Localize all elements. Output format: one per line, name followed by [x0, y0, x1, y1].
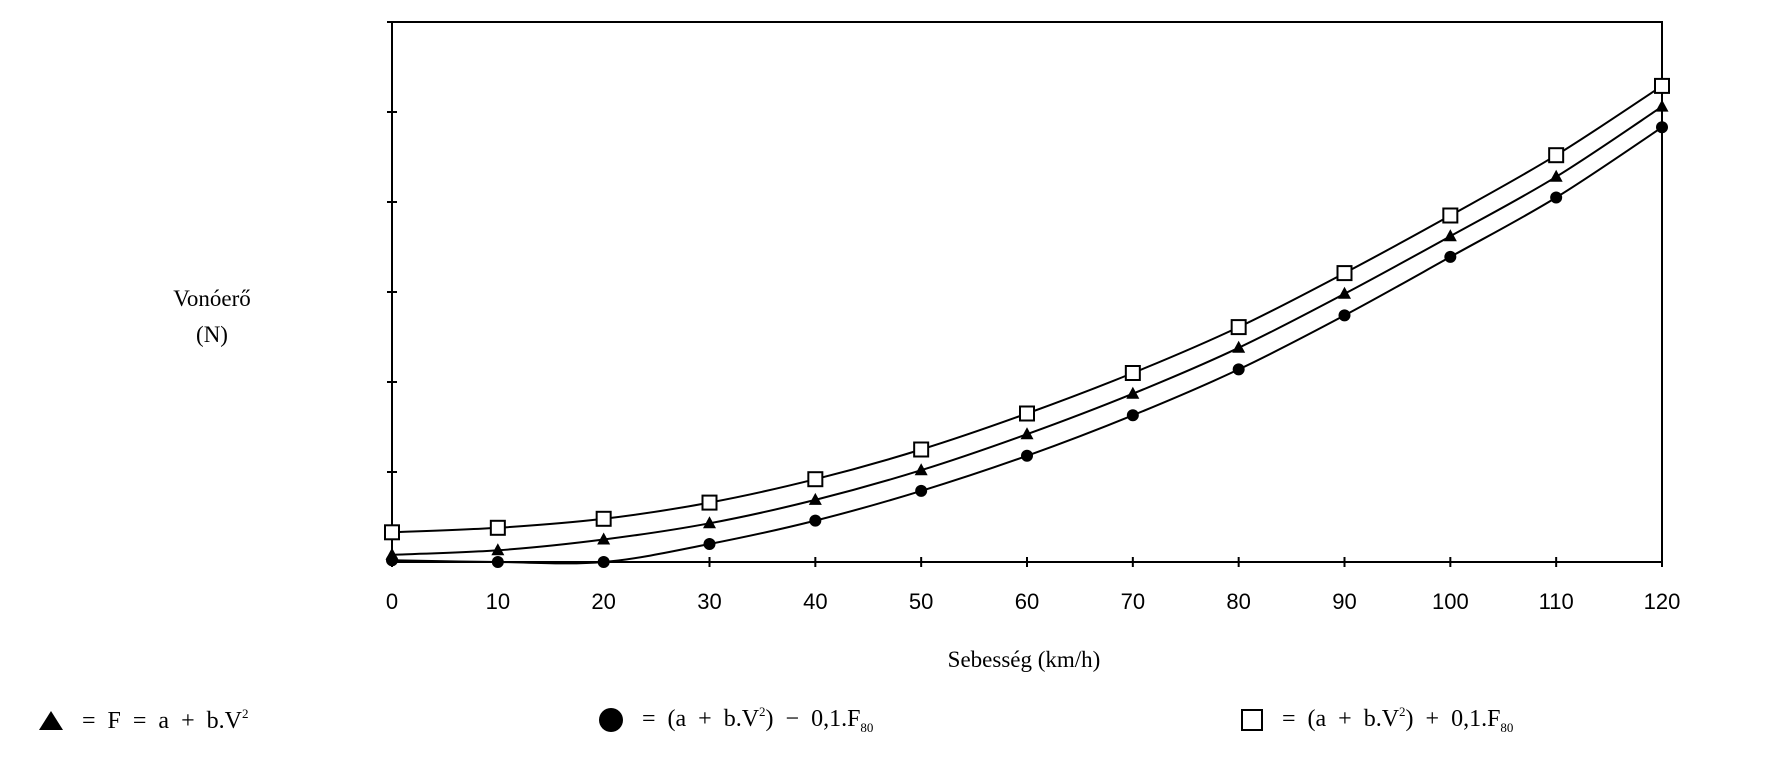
point-circle [809, 514, 822, 527]
x-tick-label: 120 [1644, 589, 1681, 614]
x-tick-label: 50 [909, 589, 933, 614]
point-circle [1444, 250, 1457, 263]
point-circle [386, 554, 398, 567]
point-square [1230, 319, 1247, 336]
point-square [701, 494, 718, 511]
point-triangle [1338, 286, 1351, 299]
point-square [1124, 365, 1141, 381]
point-circle [1550, 191, 1563, 204]
plot-frame [391, 21, 1663, 563]
x-tick-label: 80 [1226, 589, 1250, 614]
point-square [489, 519, 506, 536]
x-tick-label: 110 [1539, 589, 1574, 614]
point-circle [491, 556, 504, 568]
legend-text-triangle: = F = a + b.V2 [82, 705, 249, 734]
triangle-marker-icon [39, 711, 63, 730]
point-circle [597, 556, 610, 568]
point-circle [1656, 121, 1668, 134]
square-marker-icon [1241, 709, 1263, 731]
y-axis-title-line: (N) [196, 322, 228, 347]
x-tick-label: 20 [591, 589, 615, 614]
point-triangle [491, 543, 505, 556]
point-square [1019, 405, 1035, 422]
point-triangle [1020, 427, 1034, 440]
point-triangle [1443, 229, 1457, 242]
point-circle [1338, 309, 1351, 322]
series-circle [386, 121, 1668, 568]
legend-entry-square: = (a + b.V2) + 0,1.F80 [1240, 700, 1513, 740]
point-triangle [1655, 99, 1669, 112]
point-square [1654, 77, 1670, 94]
x-tick-label: 10 [486, 589, 510, 614]
chart-series [384, 77, 1670, 568]
point-circle [1021, 449, 1033, 462]
chart-labels: 0 10 20 30 40 50 60 70 80 90 100 110 120 Sebesség (km… [173, 286, 1680, 672]
chart-canvas: 0 10 20 30 40 50 60 70 80 90 100 110 120 Sebesség (km… [173, 21, 1680, 672]
point-circle [1232, 363, 1245, 376]
point-square [1548, 147, 1565, 164]
point-square [1336, 265, 1353, 282]
point-triangle [1549, 169, 1563, 182]
y-axis-title-line: Vonóerő [173, 286, 251, 311]
circle-marker-icon [599, 708, 623, 732]
x-tick-label: 30 [697, 589, 721, 614]
series-line-square [391, 85, 1663, 534]
series-square [384, 77, 1670, 541]
point-square [1442, 207, 1459, 224]
x-tick-label: 0 [386, 589, 398, 614]
point-square [384, 524, 400, 541]
x-tick-label: 100 [1432, 589, 1469, 614]
point-circle [1126, 409, 1139, 422]
x-tick-label: 40 [803, 589, 827, 614]
series-line-circle [391, 126, 1663, 565]
point-square [913, 441, 930, 458]
x-axis-title: Sebesség (km/h) [948, 647, 1101, 672]
chart-axes [387, 21, 1663, 567]
point-circle [915, 484, 928, 497]
point-triangle [597, 532, 611, 545]
point-circle [703, 538, 716, 550]
series-triangle [385, 99, 1669, 560]
point-triangle [914, 463, 928, 476]
legend-text-square: = (a + b.V2) + 0,1.F80 [1282, 704, 1514, 735]
x-tick-label: 90 [1332, 589, 1356, 614]
x-tick-label: 70 [1121, 589, 1145, 614]
legend-entry-triangle: = F = a + b.V2 [38, 700, 248, 740]
series-line-triangle [391, 105, 1663, 556]
point-square [595, 510, 612, 527]
point-triangle [808, 492, 822, 505]
point-triangle [1126, 386, 1140, 399]
point-triangle [703, 516, 716, 529]
point-triangle [1232, 340, 1246, 353]
x-tick-label: 60 [1015, 589, 1039, 614]
legend-entry-circle: = (a + b.V2) − 0,1.F80 [598, 700, 873, 740]
legend-text-circle: = (a + b.V2) − 0,1.F80 [642, 704, 874, 735]
point-square [807, 471, 824, 488]
